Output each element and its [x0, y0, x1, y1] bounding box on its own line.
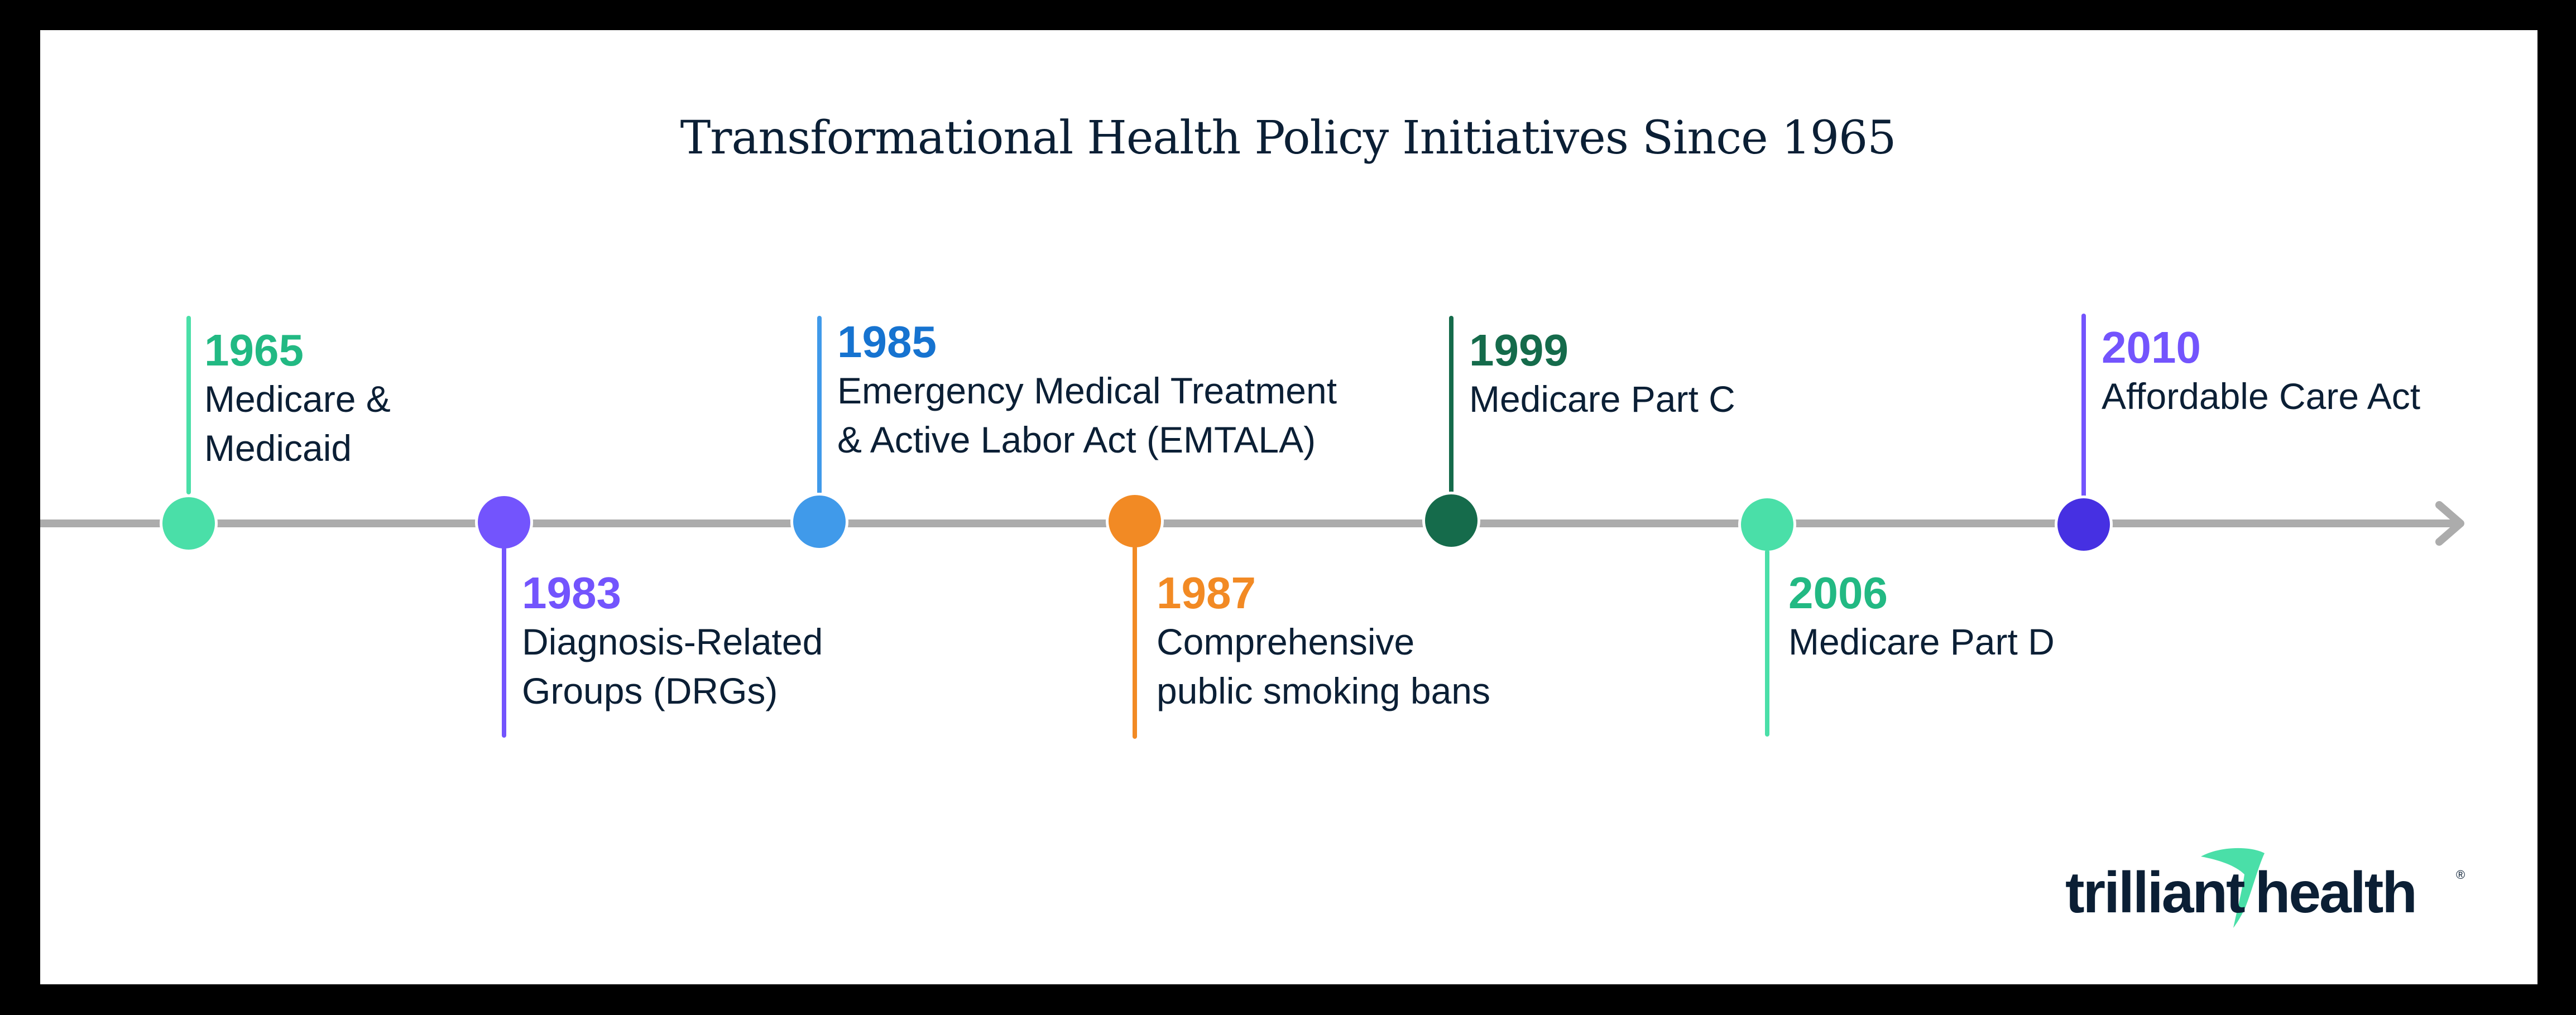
logo-wordmark: trilliant health [2065, 857, 2417, 929]
event-stem-1965 [186, 316, 191, 494]
event-1999: 1999 Medicare Part C [1469, 326, 1735, 424]
event-stem-1999 [1449, 316, 1454, 494]
event-description-line2: Medicaid [204, 427, 352, 469]
event-description-line1: Medicare Part D [1788, 621, 2055, 662]
event-year: 1983 [522, 568, 621, 618]
event-dot-1983 [478, 496, 530, 549]
page-title: Transformational Health Policy Initiativ… [680, 112, 1897, 165]
event-description-line1: Medicare Part C [1469, 378, 1735, 420]
event-stem-2006 [1765, 550, 1769, 737]
event-2010: 2010 Affordable Care Act [2102, 324, 2420, 421]
event-description-line1: Affordable Care Act [2102, 376, 2421, 417]
event-dot-1985 [793, 496, 846, 548]
arrow-right-icon [2435, 501, 2464, 546]
event-stem-1983 [502, 547, 506, 738]
registered-mark: ® [2456, 868, 2465, 882]
event-description-line1: Emergency Medical Treatment [837, 370, 1337, 411]
event-year: 1985 [837, 317, 937, 367]
event-description-line2: & Active Labor Act (EMTALA) [837, 419, 1316, 460]
event-2006: 2006 Medicare Part D [1788, 569, 2055, 666]
event-dot-2006 [1741, 498, 1793, 551]
event-dot-1965 [162, 497, 215, 550]
logo-swoosh-icon [2201, 848, 2265, 928]
event-year: 2006 [1788, 568, 1888, 618]
event-1983: 1983 Diagnosis-Related Groups (DRGs) [522, 569, 823, 715]
event-1987: 1987 Comprehensive public smoking bans [1157, 569, 1490, 715]
event-description-line1: Diagnosis-Related [522, 621, 823, 662]
event-year: 1987 [1157, 568, 1256, 618]
event-dot-1999 [1425, 494, 1478, 547]
event-stem-1985 [817, 316, 822, 494]
event-dot-2010 [2057, 498, 2110, 551]
logo-text-trilliant: trilliant [2065, 860, 2246, 925]
event-dot-1987 [1109, 495, 1161, 547]
event-stem-2010 [2081, 314, 2086, 498]
event-year: 1965 [204, 325, 304, 375]
event-description-line2: public smoking bans [1157, 670, 1490, 711]
event-year: 1999 [1469, 325, 1568, 375]
brand-logo: trilliant health ® [2065, 848, 2467, 929]
event-description-line1: Comprehensive [1157, 621, 1415, 662]
event-1965: 1965 Medicare & Medicaid [204, 326, 391, 473]
event-1985: 1985 Emergency Medical Treatment & Activ… [837, 318, 1337, 464]
event-description-line1: Medicare & [204, 378, 391, 420]
timeline-axis [40, 519, 2457, 527]
event-stem-1987 [1133, 546, 1137, 739]
logo-text-health: health [2254, 860, 2417, 925]
timeline-panel [40, 30, 2537, 984]
event-year: 2010 [2102, 323, 2201, 372]
event-description-line2: Groups (DRGs) [522, 670, 778, 711]
